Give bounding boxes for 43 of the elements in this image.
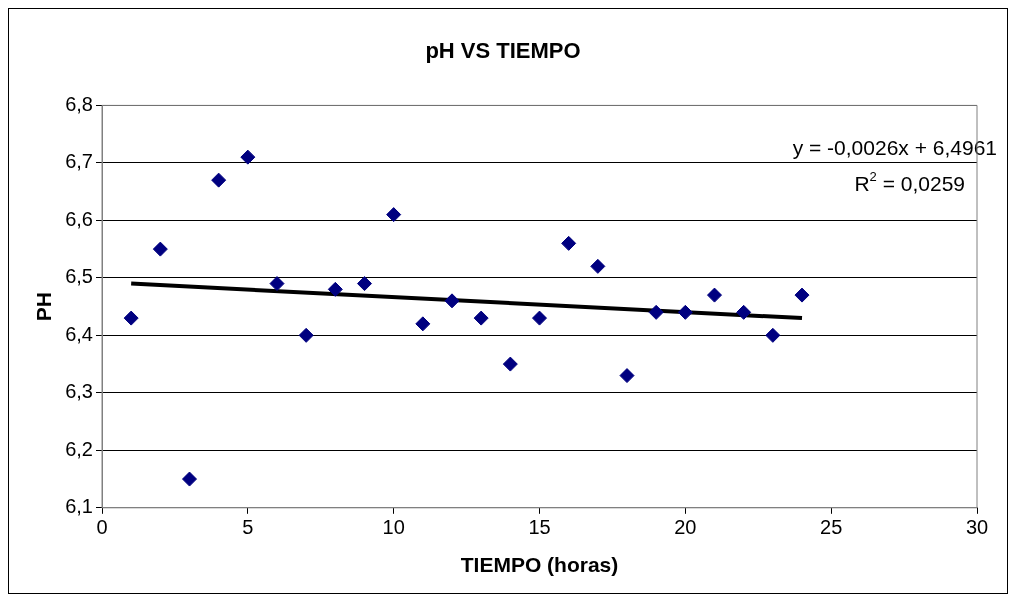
y-tick-label: 6,1	[65, 495, 93, 518]
x-tick-label: 5	[242, 516, 254, 539]
point	[736, 304, 752, 320]
point	[182, 471, 197, 487]
point	[765, 327, 781, 343]
point	[619, 368, 635, 384]
point	[211, 172, 227, 188]
chart-title: pH VS TIEMPO	[425, 38, 581, 64]
x-tick-label: 10	[382, 516, 405, 539]
point	[327, 281, 343, 297]
point	[590, 258, 606, 274]
x-tick-label: 25	[820, 516, 843, 539]
point	[298, 327, 314, 343]
point	[152, 241, 168, 257]
x-tick-label: 15	[528, 516, 551, 539]
x-tick-label: 20	[674, 516, 697, 539]
point	[707, 287, 722, 303]
point	[648, 304, 664, 320]
y-tick-label: 6,5	[65, 265, 93, 288]
y-tick-label: 6,7	[65, 150, 93, 173]
point	[357, 276, 372, 292]
x-axis-title: TIEMPO (horas)	[460, 553, 619, 577]
y-tick-label: 6,3	[65, 380, 93, 403]
x-tick-label: 0	[96, 516, 108, 539]
point	[794, 287, 810, 303]
y-axis-title: PH	[32, 292, 56, 322]
y-tick-label: 6,4	[65, 322, 93, 345]
point	[473, 310, 489, 326]
point	[561, 235, 577, 251]
point	[240, 149, 256, 165]
point	[532, 310, 547, 326]
point	[444, 293, 460, 309]
y-tick-label: 6,6	[65, 207, 93, 230]
point	[415, 316, 431, 332]
point	[677, 304, 693, 320]
point	[123, 310, 139, 326]
annotation: y = -0,0026x + 6,4961	[792, 136, 998, 160]
point	[502, 356, 518, 372]
x-tick-label: 30	[965, 516, 989, 539]
y-tick-label: 6,8	[65, 92, 93, 115]
point	[386, 207, 402, 223]
y-tick-label: 6,2	[65, 437, 93, 460]
point	[269, 276, 285, 292]
